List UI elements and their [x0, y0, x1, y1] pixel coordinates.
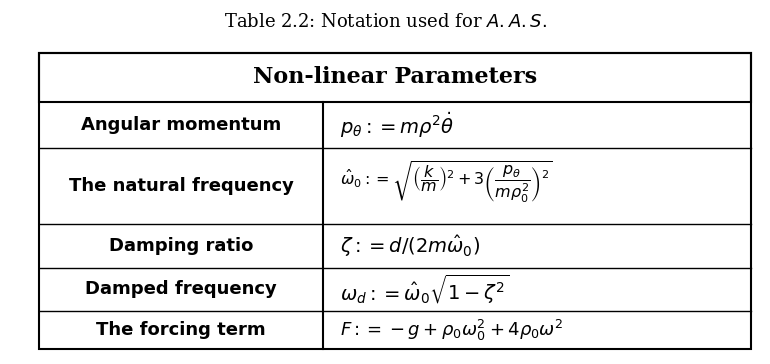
Text: $p_{\theta} := m\rho^{2}\dot{\theta}$: $p_{\theta} := m\rho^{2}\dot{\theta}$ — [340, 110, 455, 140]
Text: Damping ratio: Damping ratio — [109, 237, 253, 255]
Text: $\hat{\omega}_0 := \sqrt{\left(\dfrac{k}{m}\right)^{2}+3\left(\dfrac{p_{\theta}}: $\hat{\omega}_0 := \sqrt{\left(\dfrac{k}… — [340, 160, 554, 205]
Text: Non-linear Parameters: Non-linear Parameters — [253, 66, 537, 88]
Text: The forcing term: The forcing term — [96, 321, 266, 339]
Text: $\zeta := d/(2m\hat{\omega}_0)$: $\zeta := d/(2m\hat{\omega}_0)$ — [340, 233, 480, 259]
Text: Angular momentum: Angular momentum — [81, 116, 281, 134]
Text: The natural frequency: The natural frequency — [69, 177, 293, 195]
Text: $F := -g + \rho_0\omega_0^{2} + 4\rho_0\omega^{2}$: $F := -g + \rho_0\omega_0^{2} + 4\rho_0\… — [340, 318, 564, 343]
Text: $\omega_d := \hat{\omega}_0\sqrt{1-\zeta^{2}}$: $\omega_d := \hat{\omega}_0\sqrt{1-\zeta… — [340, 273, 510, 306]
Text: Table 2.2: Notation used for $\mathit{A.A.S}.$: Table 2.2: Notation used for $\mathit{A.… — [223, 13, 547, 31]
Text: Damped frequency: Damped frequency — [85, 280, 277, 298]
